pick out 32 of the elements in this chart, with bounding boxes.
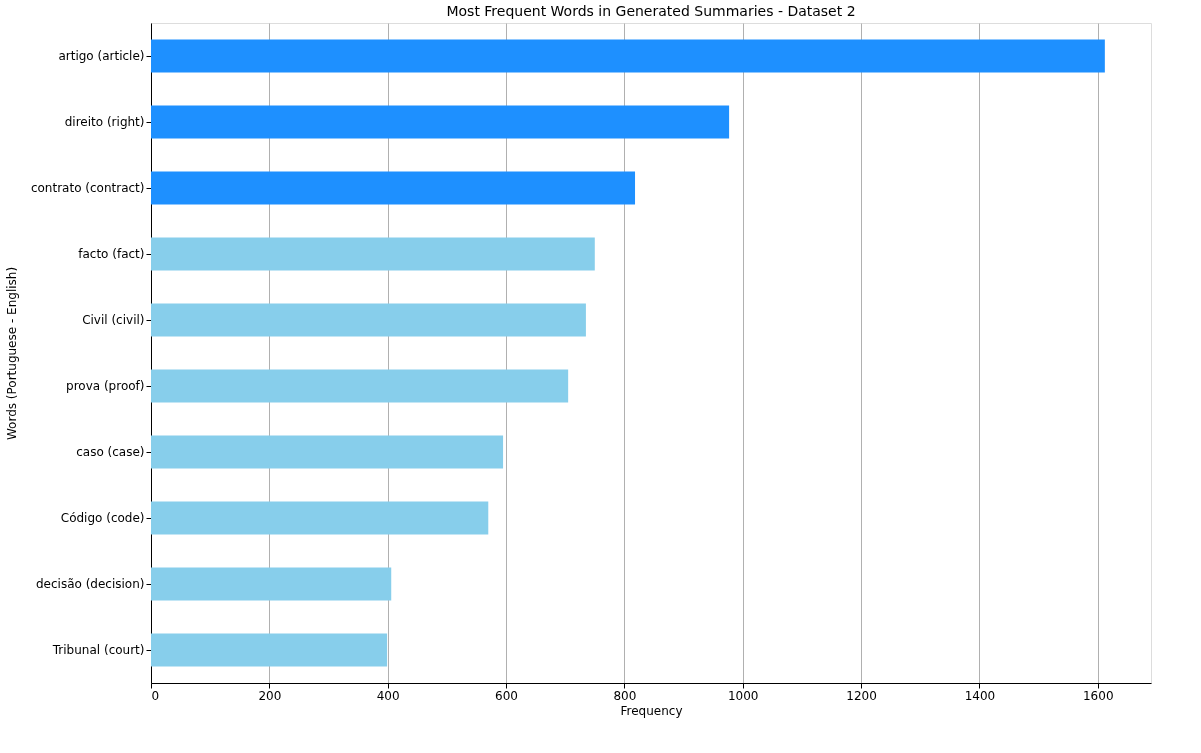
bar xyxy=(151,567,392,601)
y-tick-label: Código (code) xyxy=(60,511,145,525)
y-axis-title: Words (Portuguese - English) xyxy=(4,266,19,441)
bar xyxy=(151,39,1105,73)
chart-title: Most Frequent Words in Generated Summaries - Dataset 2 xyxy=(446,3,856,19)
y-tick-label: prova (proof) xyxy=(66,379,145,393)
x-tick-label: 1200 xyxy=(846,688,877,703)
bar xyxy=(151,633,388,667)
y-tick-label: Tribunal (court) xyxy=(51,643,145,657)
y-tick-label: facto (fact) xyxy=(78,247,145,261)
x-tick-label: 400 xyxy=(376,688,400,703)
x-tick-label: 600 xyxy=(495,688,518,703)
y-tick-label: artigo (article) xyxy=(58,49,145,63)
x-tick-label: 1000 xyxy=(727,688,759,703)
x-tick-label: 200 xyxy=(258,688,282,703)
bar xyxy=(151,171,636,205)
y-tick-label: decisão (decision) xyxy=(35,577,145,591)
bar xyxy=(151,501,489,535)
y-tick-label: Civil (civil) xyxy=(82,313,145,327)
x-tick-label: 1600 xyxy=(1082,688,1114,703)
y-tick-label: direito (right) xyxy=(64,115,145,129)
bar xyxy=(151,237,595,271)
bar xyxy=(151,369,569,403)
x-tick-label: 0 xyxy=(151,688,160,703)
x-tick-label: 1400 xyxy=(964,688,996,703)
bar xyxy=(151,303,586,337)
y-tick-label: contrato (contract) xyxy=(30,181,145,195)
x-axis-title: Frequency xyxy=(620,703,683,718)
x-tick-label: 800 xyxy=(613,688,637,703)
y-tick-label: caso (case) xyxy=(76,445,145,459)
bar xyxy=(151,105,730,139)
bar xyxy=(151,435,504,469)
